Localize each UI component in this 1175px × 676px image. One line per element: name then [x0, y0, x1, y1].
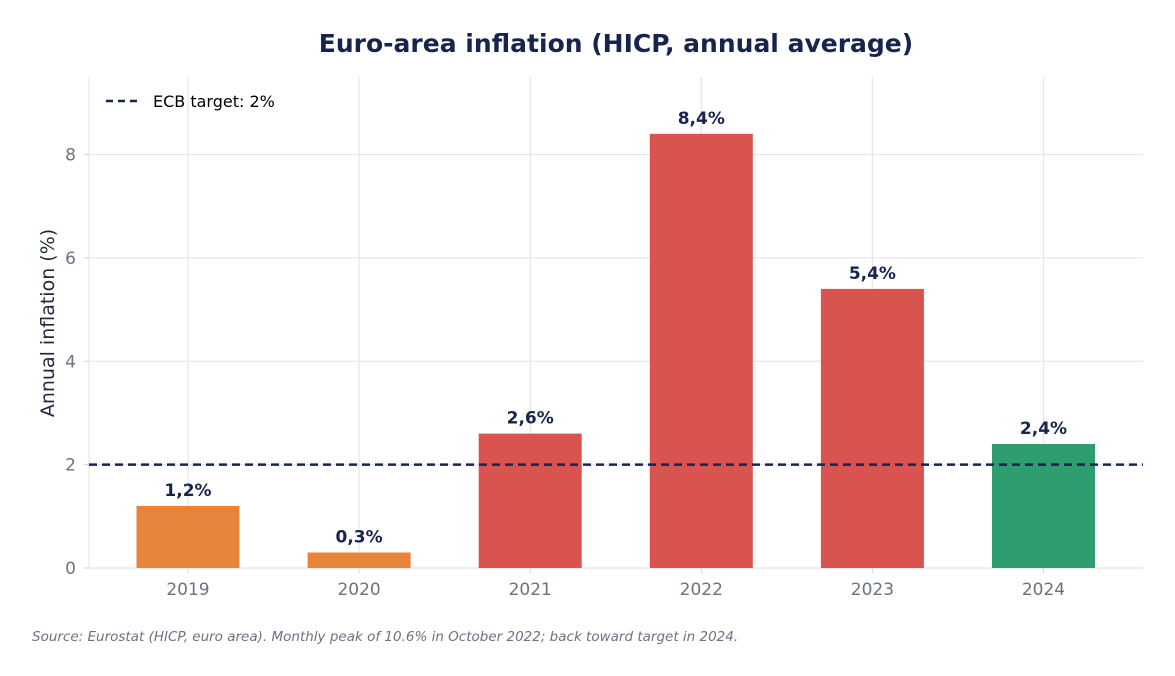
y-tick-label: 6 [65, 249, 76, 269]
data-label-2023: 5,4% [849, 264, 896, 284]
data-label-2021: 2,6% [507, 409, 554, 429]
x-tick-label-2022: 2022 [680, 580, 723, 600]
bar-2022 [649, 133, 753, 568]
x-tick-label-2024: 2024 [1022, 580, 1065, 600]
grid-lines [89, 77, 1143, 569]
bar-2024 [992, 443, 1095, 568]
y-tick-label: 2 [65, 456, 76, 476]
x-tick-label-2021: 2021 [509, 580, 552, 600]
y-axis-label: Annual inflation (%) [37, 229, 59, 417]
source-note: Source: Eurostat (HICP, euro area). Mont… [32, 629, 738, 645]
axes: 0 2 4 6 8 2019 2020 2021 2022 2023 2024 [65, 77, 1143, 600]
bar-2021 [478, 433, 582, 568]
x-tick-label-2020: 2020 [337, 580, 380, 600]
legend-entry-ecb-target: ECB target: 2% [153, 92, 275, 111]
data-label-2020: 0,3% [336, 527, 383, 547]
bar-2023 [820, 288, 924, 568]
x-tick-label-2019: 2019 [166, 580, 209, 600]
data-label-2022: 8,4% [678, 109, 725, 129]
y-tick-label: 0 [65, 559, 76, 579]
y-tick-label: 4 [65, 352, 76, 372]
data-labels: 1,2% 0,3% 2,6% 8,4% 5,4% 2,4% [164, 109, 1067, 548]
bar-2020 [307, 552, 411, 568]
legend: ECB target: 2% [106, 92, 275, 111]
bars [136, 133, 1095, 568]
bar-2019 [136, 505, 240, 568]
y-tick-label: 8 [65, 146, 76, 166]
x-tick-label-2023: 2023 [851, 580, 894, 600]
data-label-2024: 2,4% [1020, 419, 1067, 439]
chart-title: Euro-area inflation (HICP, annual averag… [319, 29, 913, 58]
data-label-2019: 1,2% [164, 481, 211, 501]
